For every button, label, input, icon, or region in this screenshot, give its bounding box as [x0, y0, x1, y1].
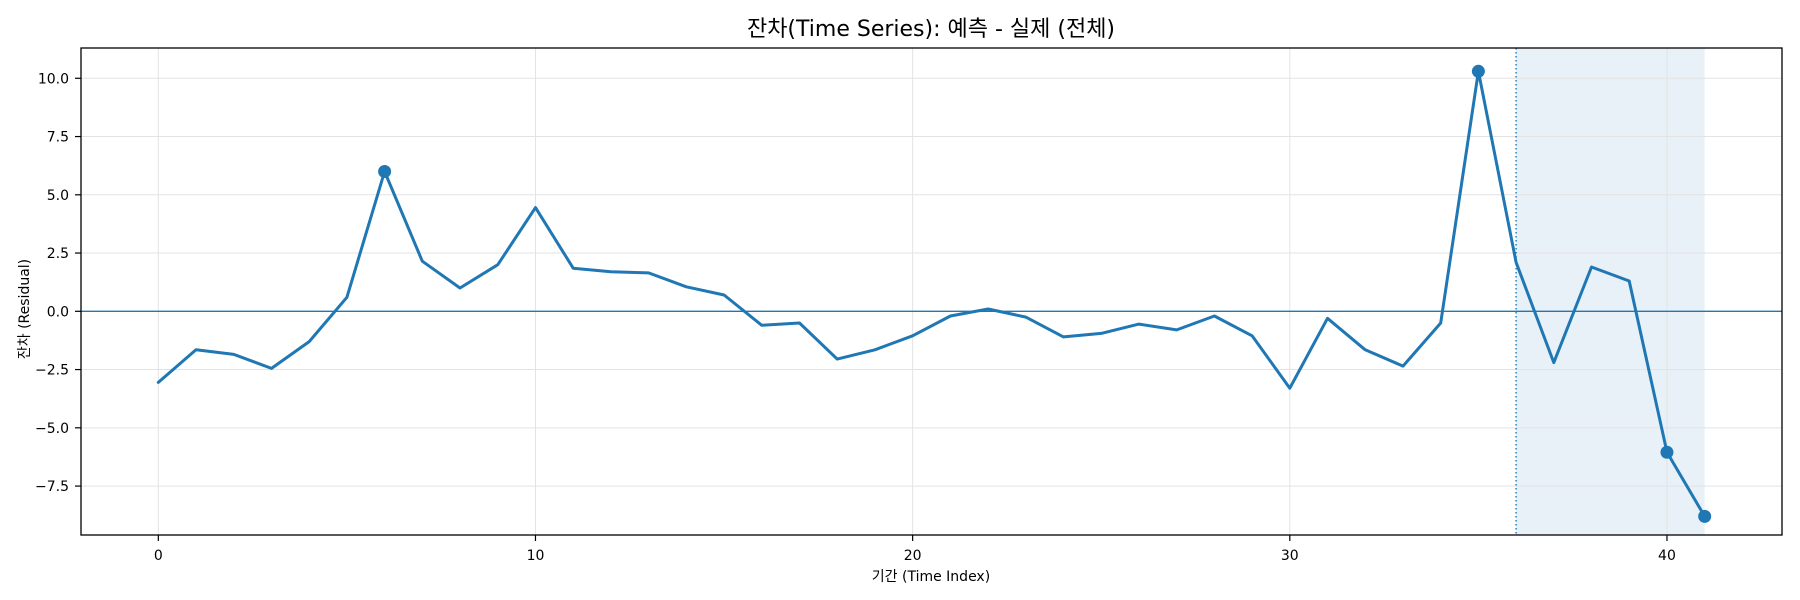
plot-background-layer	[1516, 48, 1705, 535]
y-tick-label: 10.0	[38, 71, 69, 87]
highlight-point	[1471, 64, 1485, 78]
y-tick-label: 7.5	[47, 130, 69, 146]
y-tick-label: 5.0	[47, 188, 69, 204]
x-axis-label: 기간 (Time Index)	[872, 569, 990, 585]
plot-frame	[80, 47, 1783, 536]
x-tick-label: 10	[527, 548, 545, 564]
chart-title: 잔차(Time Series): 예측 - 실제 (전체)	[747, 17, 1115, 42]
forecast-region	[1516, 48, 1705, 535]
y-tick-label: −2.5	[35, 363, 69, 379]
residual-line	[156, 69, 1707, 518]
highlight-point	[1660, 445, 1674, 459]
x-tick-label: 0	[154, 548, 163, 564]
x-tick-label: 30	[1281, 548, 1299, 564]
x-tick-label: 40	[1658, 548, 1676, 564]
x-tick-label: 20	[904, 548, 922, 564]
highlight-point	[378, 164, 392, 178]
y-tick-label: −5.0	[35, 421, 69, 437]
highlight-point	[1698, 509, 1712, 523]
y-tick-label: 2.5	[47, 246, 69, 262]
series-layer	[81, 48, 1782, 535]
y-tick-label: −7.5	[35, 479, 69, 495]
axes-layer: 0 10 20 30 40 −7.5 −5.0 −2.5 0.0 2.5 5.0 7.5 10.0	[35, 47, 1783, 564]
y-tick-label: 0.0	[47, 304, 69, 320]
y-axis-label: 잔차 (Residual)	[17, 259, 33, 359]
